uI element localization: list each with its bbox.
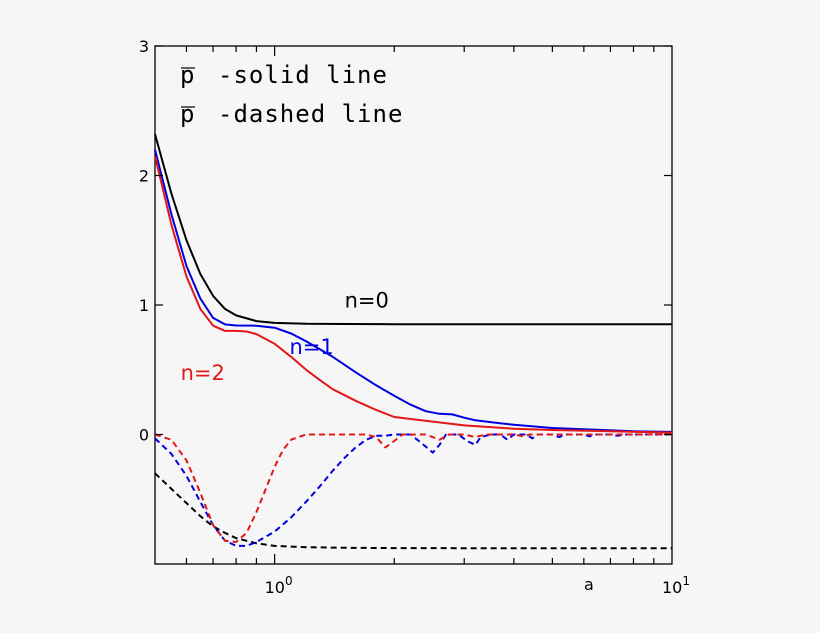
series-line-solid-0 (154, 133, 672, 326)
curve-label-n0: n=0 (345, 289, 389, 313)
series-line-dashed-3 (154, 472, 672, 550)
y-tick-label: 0 (139, 426, 149, 445)
x-tick-exponent: 1 (682, 574, 690, 588)
legend-entry-dashed: p -dashed line (180, 100, 403, 128)
legend-symbol: p (180, 61, 195, 89)
x-tick-label: 100 (265, 574, 293, 597)
curves (154, 133, 673, 550)
x-axis-label: a (584, 575, 594, 594)
series-line-solid-1 (154, 149, 673, 433)
y-tick-label: 3 (139, 37, 149, 56)
legend-label-dashed: -dashed line (218, 100, 403, 128)
curve-label-n2: n=2 (181, 361, 225, 385)
series-line-dashed-4 (154, 433, 672, 547)
legend-symbol: p (180, 100, 195, 128)
series-line-dashed-5 (154, 433, 672, 543)
x-tick-label: 101 (662, 574, 690, 597)
curve-label-n1: n=1 (289, 335, 333, 359)
legend-entry-solid: p -solid line (180, 61, 388, 89)
y-tick-label: 2 (139, 167, 149, 186)
y-tick-label: 1 (139, 296, 149, 315)
axis-ticks (155, 45, 672, 564)
curve-labels: n=0 n=1 n=2 (181, 289, 389, 386)
legend-label-solid: -solid line (218, 61, 388, 89)
series-line-solid-2 (154, 155, 673, 434)
x-tick-exponent: 0 (285, 574, 293, 588)
legend: p -solid line p -dashed line (180, 61, 403, 128)
